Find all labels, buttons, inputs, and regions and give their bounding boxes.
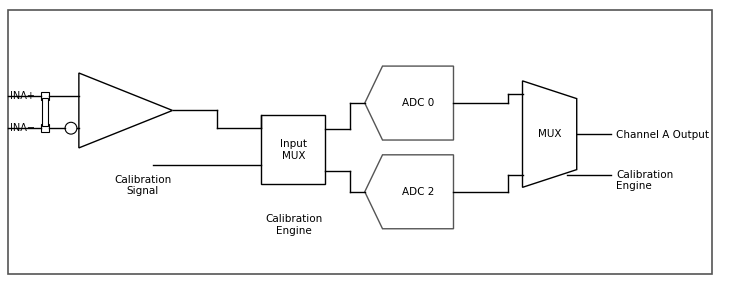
Bar [42, 92, 50, 100]
Polygon shape [365, 66, 453, 140]
Bar [261, 115, 326, 184]
Polygon shape [523, 81, 577, 187]
Polygon shape [79, 73, 172, 148]
Text: MUX: MUX [538, 129, 561, 139]
Text: Input
MUX: Input MUX [280, 139, 307, 161]
Text: ADC 2: ADC 2 [402, 187, 434, 197]
Text: Calibration
Engine: Calibration Engine [265, 214, 323, 235]
Text: Calibration
Engine: Calibration Engine [616, 170, 673, 191]
Bar [42, 124, 50, 132]
Circle shape [65, 122, 77, 134]
Text: Channel A Output: Channel A Output [616, 130, 709, 140]
Bar [42, 98, 48, 126]
Text: INA−: INA− [10, 123, 35, 133]
Polygon shape [365, 155, 453, 229]
Text: INA+: INA+ [10, 91, 35, 101]
Text: Calibration
Signal: Calibration Signal [115, 175, 172, 196]
Text: ADC 0: ADC 0 [402, 98, 434, 108]
